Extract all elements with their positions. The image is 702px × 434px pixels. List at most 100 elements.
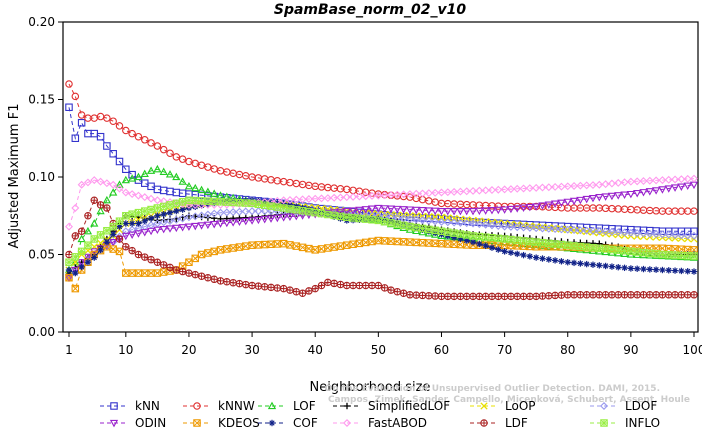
legend-marker-fastabod <box>343 419 351 427</box>
legend-marker-ldof <box>600 402 608 410</box>
data-point-odin <box>229 219 238 227</box>
data-point-odin <box>677 183 686 191</box>
legend-item-ldf: LDF <box>470 416 528 430</box>
data-point-odin <box>614 192 623 200</box>
data-point-odin <box>203 221 213 230</box>
data-point-loop <box>431 213 439 221</box>
data-point-odin <box>513 205 522 213</box>
data-point-ldf <box>557 291 566 299</box>
data-point-cof <box>690 268 698 275</box>
data-point-ldof <box>626 228 635 237</box>
data-point-fastabod <box>115 184 124 193</box>
data-point-odin <box>544 201 553 209</box>
data-point-odin <box>595 194 604 202</box>
data-point-ldof <box>601 227 610 236</box>
data-point-fastabod <box>658 176 667 185</box>
watermark-line-1: On the Evaluation of Unsupervised Outlie… <box>325 384 660 394</box>
data-point-ldof <box>551 225 560 234</box>
data-point-cof <box>91 254 98 261</box>
data-point-ldf <box>71 232 80 240</box>
data-point-inflo <box>507 235 515 244</box>
data-point-inflo <box>305 207 313 216</box>
data-point-inflo <box>286 205 294 213</box>
legend-marker-loop <box>480 402 488 410</box>
data-point-inflo <box>633 248 641 256</box>
data-point-kdeos <box>191 254 200 263</box>
data-point-ldf <box>260 282 269 291</box>
data-point-ldof <box>424 216 433 225</box>
data-point-odin <box>197 222 206 230</box>
data-point-inflo <box>349 214 357 222</box>
data-point-cof <box>602 262 609 270</box>
data-point-ldf <box>279 284 288 293</box>
data-point-ldof <box>563 225 572 234</box>
data-point-ldf <box>526 292 534 301</box>
data-point-ldof <box>544 224 553 233</box>
legend-item-knn: kNN <box>100 399 160 413</box>
data-point-odin <box>178 224 187 232</box>
data-point-ldof <box>607 227 616 236</box>
data-point-ldf <box>563 291 572 299</box>
data-point-ldof <box>595 227 604 236</box>
data-point-ldof <box>235 207 244 216</box>
data-point-inflo <box>267 202 275 210</box>
data-point-ldf <box>513 292 521 301</box>
y-tick-label: 0.05 <box>28 248 55 262</box>
data-point-fastabod <box>71 204 80 212</box>
data-point-ldf <box>633 291 641 299</box>
data-point-kdeos <box>71 284 80 293</box>
data-point-odin <box>71 266 80 275</box>
data-point-cof <box>128 220 136 227</box>
data-point-ldf <box>456 292 465 301</box>
legend-item-kdeos: KDEOS <box>183 416 260 430</box>
data-point-inflo <box>172 199 181 208</box>
data-point-ldf <box>652 291 660 299</box>
data-point-ldf <box>210 275 218 284</box>
data-point-odin <box>355 206 364 215</box>
data-point-lof <box>197 185 206 194</box>
data-point-fastabod <box>178 199 187 208</box>
data-point-odin <box>689 181 699 190</box>
data-point-fastabod <box>607 179 616 188</box>
data-point-ldof <box>178 214 187 223</box>
data-point-cof <box>652 266 660 273</box>
data-point-fastabod <box>652 176 661 185</box>
data-point-inflo <box>166 201 174 209</box>
data-point-odin <box>361 206 370 214</box>
data-point-ldof <box>671 230 680 239</box>
data-point-kdeos <box>406 238 414 246</box>
data-point-fastabod <box>494 185 503 194</box>
data-point-ldof <box>166 217 174 225</box>
data-point-ldof <box>216 208 225 217</box>
data-point-fastabod <box>626 177 635 186</box>
data-point-ldof <box>437 217 446 226</box>
data-point-inflo <box>178 198 187 206</box>
data-point-fastabod <box>519 184 528 193</box>
data-point-ldof <box>431 217 440 226</box>
data-point-ldof <box>203 210 212 219</box>
data-point-cof <box>608 263 616 270</box>
data-point-ldof <box>229 208 238 217</box>
data-point-inflo <box>494 234 503 243</box>
data-point-lof <box>140 169 149 178</box>
data-point-knn <box>141 179 149 187</box>
data-point-knn <box>65 103 73 112</box>
data-point-odin <box>487 207 497 215</box>
data-point-odin <box>607 192 617 201</box>
data-point-fastabod <box>538 183 547 192</box>
data-point-ldf <box>595 291 604 299</box>
data-point-cof <box>495 246 502 253</box>
data-point-cof <box>65 266 73 274</box>
data-point-ldf <box>393 287 402 296</box>
data-point-lof <box>165 170 175 178</box>
y-tick-label: 0.20 <box>28 15 55 29</box>
data-point-fastabod <box>323 194 332 203</box>
data-point-lof <box>159 167 168 175</box>
data-point-cof <box>671 267 679 274</box>
data-point-fastabod <box>109 180 118 189</box>
data-point-ldf <box>65 250 73 259</box>
data-point-odin <box>386 205 396 213</box>
data-point-inflo <box>204 197 212 205</box>
data-point-ldf <box>507 292 515 301</box>
data-point-ldf <box>551 291 559 300</box>
